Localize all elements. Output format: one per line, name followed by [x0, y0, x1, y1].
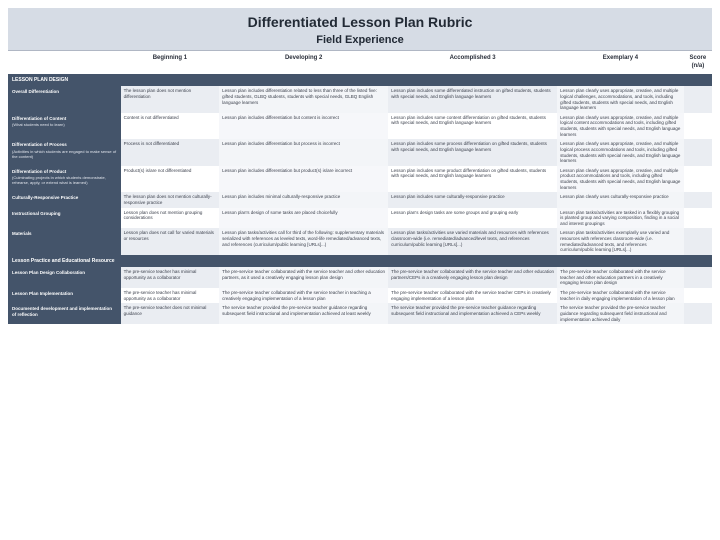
cell: [684, 208, 712, 229]
cell: Lesson plan clearly uses appropriate, cr…: [557, 113, 684, 140]
cell: [684, 303, 712, 324]
row-label: Differentiation of Process(Activities in…: [8, 139, 121, 166]
cell: The pre-service teacher collaborated wit…: [388, 288, 557, 303]
cell: [684, 267, 712, 288]
cell: The pre-service teacher has minimal oppo…: [121, 267, 220, 288]
cell: [684, 113, 712, 140]
cell: Lesson plan clearly uses appropriate, cr…: [557, 166, 684, 193]
cell: Lesson plan includes some differentiated…: [388, 86, 557, 113]
row-label: Differentiation of Product(Culminating p…: [8, 166, 121, 193]
cell: Lesson plan's design tasks are some grou…: [388, 208, 557, 229]
cell: The pre-service teacher collaborated wit…: [219, 288, 388, 303]
cell: Lesson plan tasks/activities exemplarily…: [557, 228, 684, 255]
cell: Product(s) is/are not differentiated: [121, 166, 220, 193]
cell: Lesson plan includes some content differ…: [388, 113, 557, 140]
section-title: LESSON PLAN DESIGN: [8, 74, 712, 86]
cell: Lesson plan includes some product differ…: [388, 166, 557, 193]
col-score: Score (n/a): [684, 51, 712, 74]
row-label: Lesson Plan Design Collaboration: [8, 267, 121, 288]
subtitle: Field Experience: [8, 32, 712, 51]
section-title: Lesson Practice and Educational Resource: [8, 255, 712, 267]
cell: [684, 166, 712, 193]
cell: The lesson plan does not mention differe…: [121, 86, 220, 113]
cell: Lesson plan tasks/activities call for th…: [219, 228, 388, 255]
cell: The service teacher provided the pre-ser…: [219, 303, 388, 324]
cell: Lesson plan includes differentiation but…: [219, 113, 388, 140]
table-row: Differentiation of Process(Activities in…: [8, 139, 712, 166]
cell: [684, 228, 712, 255]
cell: Lesson plan includes some culturally-res…: [388, 192, 557, 207]
cell: Lesson plan clearly uses culturally-resp…: [557, 192, 684, 207]
row-label: Documented development and implementatio…: [8, 303, 121, 324]
table-row: Culturally-Responsive Practice The lesso…: [8, 192, 712, 207]
col-accomplished: Accomplished 3: [388, 51, 557, 74]
row-label: Overall Differentiation: [8, 86, 121, 113]
cell: The lesson plan does not mention cultura…: [121, 192, 220, 207]
section-header: Lesson Practice and Educational Resource: [8, 255, 712, 267]
cell: The pre-service teacher collaborated wit…: [557, 267, 684, 288]
cell: Lesson plan includes differentiation rel…: [219, 86, 388, 113]
title: Differentiated Lesson Plan Rubric: [8, 8, 712, 32]
cell: The pre-service teacher collaborated wit…: [557, 288, 684, 303]
row-label: Lesson Plan Implementation: [8, 288, 121, 303]
table-row: Overall Differentiation The lesson plan …: [8, 86, 712, 113]
col-empty: [8, 51, 121, 74]
cell: [684, 86, 712, 113]
cell: [684, 192, 712, 207]
cell: [684, 288, 712, 303]
cell: The service teacher provided the pre-ser…: [388, 303, 557, 324]
cell: Content is not differentiated: [121, 113, 220, 140]
cell: The pre-service teacher collaborated wit…: [388, 267, 557, 288]
table-row: Differentiation of Content(What students…: [8, 113, 712, 140]
section-header: LESSON PLAN DESIGN: [8, 74, 712, 86]
table-row: Lesson Plan Design Collaboration The pre…: [8, 267, 712, 288]
column-header-row: Beginning 1 Developing 2 Accomplished 3 …: [8, 51, 712, 74]
row-label: Culturally-Responsive Practice: [8, 192, 121, 207]
col-beginning: Beginning 1: [121, 51, 220, 74]
slide: Differentiated Lesson Plan Rubric Field …: [8, 8, 712, 532]
cell: Lesson plan does not mention grouping co…: [121, 208, 220, 229]
cell: Lesson plan includes minimal culturally-…: [219, 192, 388, 207]
cell: Lesson plan tasks/activities are tasked …: [557, 208, 684, 229]
cell: Lesson plan clearly uses appropriate, cr…: [557, 139, 684, 166]
cell: The pre-service teacher does not minimal…: [121, 303, 220, 324]
col-developing: Developing 2: [219, 51, 388, 74]
cell: Lesson plan clearly uses appropriate, cr…: [557, 86, 684, 113]
cell: Lesson plan tasks/activities use varied …: [388, 228, 557, 255]
cell: Lesson plan includes some process differ…: [388, 139, 557, 166]
cell: Lesson plan includes differentiation but…: [219, 139, 388, 166]
cell: The pre-service teacher has minimal oppo…: [121, 288, 220, 303]
table-row: Instructional Grouping Lesson plan does …: [8, 208, 712, 229]
cell: Lesson plan does not call for varied mat…: [121, 228, 220, 255]
row-label: Differentiation of Content(What students…: [8, 113, 121, 140]
table-row: Lesson Plan Implementation The pre-servi…: [8, 288, 712, 303]
col-exemplary: Exemplary 4: [557, 51, 684, 74]
table-row: Documented development and implementatio…: [8, 303, 712, 324]
row-label: Materials: [8, 228, 121, 255]
rubric-table: Beginning 1 Developing 2 Accomplished 3 …: [8, 51, 712, 324]
cell: The service teacher provided the pre-ser…: [557, 303, 684, 324]
cell: Lesson plan includes differentiation but…: [219, 166, 388, 193]
cell: Lesson plan's design of some tasks are p…: [219, 208, 388, 229]
cell: [684, 139, 712, 166]
row-label: Instructional Grouping: [8, 208, 121, 229]
cell: Process is not differentiated: [121, 139, 220, 166]
cell: The pre-service teacher collaborated wit…: [219, 267, 388, 288]
table-row: Differentiation of Product(Culminating p…: [8, 166, 712, 193]
table-row: Materials Lesson plan does not call for …: [8, 228, 712, 255]
